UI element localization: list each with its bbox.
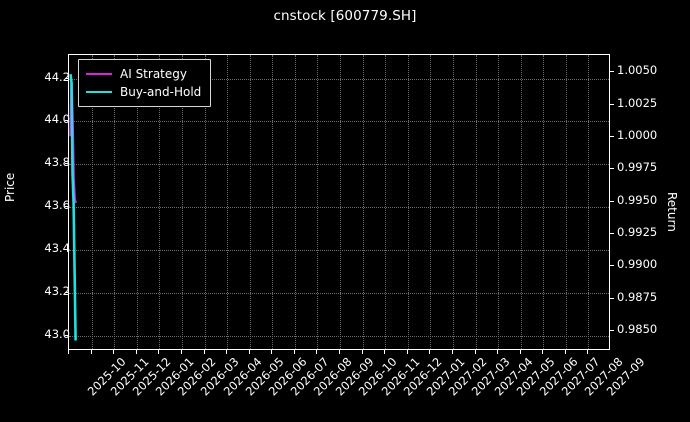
- y-tick-label-left: 43.0: [44, 326, 70, 341]
- x-tick-mark: [339, 350, 340, 354]
- y-tick-mark-right: [610, 329, 614, 331]
- x-tick-mark: [90, 350, 92, 354]
- y-tick-label-right: 0.9950: [617, 192, 658, 207]
- x-tick-mark: [474, 350, 476, 354]
- legend-label-buy-and-hold: Buy-and-Hold: [120, 85, 202, 99]
- x-tick-mark: [519, 350, 521, 354]
- y-tick-mark-left: [64, 292, 68, 294]
- x-tick-mark: [113, 350, 115, 354]
- x-tick-mark: [316, 350, 318, 354]
- x-tick-mark: [429, 350, 431, 354]
- y-axis-label-return: Return: [665, 192, 679, 232]
- x-tick-mark: [587, 350, 589, 354]
- y-tick-mark-right: [610, 103, 614, 105]
- y-tick-label-right: 0.9875: [617, 289, 658, 304]
- y-tick-label-left: 43.8: [44, 155, 70, 170]
- y-axis-label-price: Price: [3, 172, 17, 202]
- y-tick-label-right: 0.9975: [617, 160, 658, 175]
- x-tick-mark: [406, 350, 408, 354]
- y-tick-mark-left: [64, 206, 68, 208]
- y-tick-label-right: 0.9925: [617, 224, 658, 239]
- y-tick-mark-left: [64, 120, 68, 122]
- y-tick-mark-left: [64, 249, 68, 251]
- y-tick-label-right: 1.0025: [617, 95, 658, 110]
- y-tick-mark-right: [610, 135, 614, 137]
- y-tick-mark-left: [64, 334, 68, 336]
- y-tick-label-left: 43.2: [44, 284, 70, 299]
- y-tick-label-right: 0.9900: [617, 257, 658, 272]
- y-tick-label-right: 0.9850: [617, 321, 658, 336]
- y-tick-mark-right: [610, 232, 614, 234]
- legend-label-ai-strategy: AI Strategy: [120, 67, 187, 81]
- x-tick-mark: [158, 350, 160, 354]
- y-tick-label-right: 1.0000: [617, 127, 658, 142]
- y-tick-label-left: 44.0: [44, 112, 70, 127]
- y-tick-label-left: 43.6: [44, 198, 70, 213]
- series-layer: [69, 74, 77, 341]
- y-tick-mark-right: [610, 168, 614, 170]
- y-tick-label-right: 1.0050: [617, 63, 658, 78]
- x-tick-mark: [361, 350, 363, 354]
- y-tick-mark-right: [610, 265, 614, 267]
- legend-swatch-buy-and-hold: [86, 90, 112, 94]
- chart-title: cnstock [600779.SH]: [273, 8, 417, 24]
- x-tick-mark: [564, 350, 566, 354]
- x-tick-mark: [248, 350, 250, 354]
- x-tick-mark: [68, 350, 69, 354]
- legend-item-ai-strategy: AI Strategy: [86, 65, 201, 83]
- y-tick-mark-left: [64, 77, 68, 79]
- x-tick-mark: [451, 350, 453, 354]
- legend-item-buy-and-hold: Buy-and-Hold: [86, 83, 201, 101]
- y-tick-mark-left: [64, 163, 68, 165]
- x-tick-mark: [226, 350, 228, 354]
- y-tick-label-left: 44.2: [44, 69, 70, 84]
- legend-swatch-ai-strategy: [86, 72, 112, 76]
- y-tick-label-left: 43.4: [44, 241, 70, 256]
- series-line-buy-and-hold: [69, 74, 77, 341]
- x-tick-mark: [542, 350, 544, 354]
- x-tick-mark: [384, 350, 386, 354]
- x-tick-mark: [135, 350, 137, 354]
- y-tick-mark-right: [610, 71, 614, 73]
- chart-legend: AI Strategy Buy-and-Hold: [78, 59, 212, 107]
- y-tick-mark-right: [610, 200, 614, 202]
- y-tick-mark-right: [610, 297, 614, 299]
- x-tick-mark: [293, 350, 295, 354]
- x-tick-mark: [203, 350, 205, 354]
- x-tick-mark: [497, 350, 499, 354]
- x-tick-mark: [271, 350, 273, 354]
- x-tick-mark: [180, 350, 182, 354]
